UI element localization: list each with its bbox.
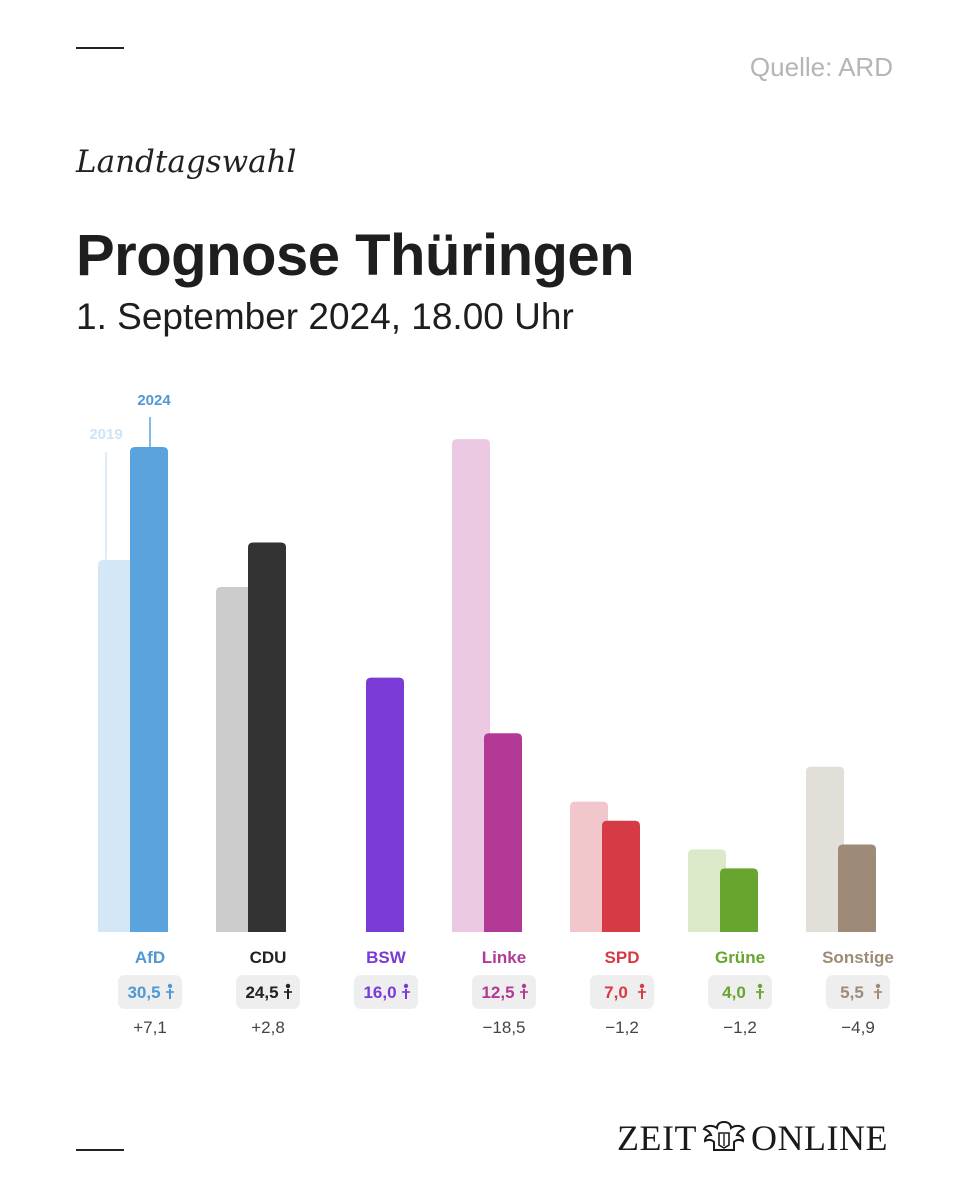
category-label: Linke <box>482 948 526 967</box>
page-title: Prognose Thüringen <box>76 223 635 288</box>
value-pill <box>472 975 536 1009</box>
source-label: Quelle: ARD <box>749 52 893 82</box>
person-icon-head <box>639 983 645 989</box>
value-label: 24,5 <box>245 983 278 1002</box>
category-label: CDU <box>250 948 287 967</box>
zeit-online-logo: ZEIT ONLINE <box>617 1117 897 1158</box>
bar-2019-grüne <box>688 849 726 932</box>
bar-2024-bsw <box>366 677 404 932</box>
bar-2024-grüne <box>720 868 758 932</box>
kicker: Landtagswahl <box>76 144 297 180</box>
category-label: BSW <box>366 948 407 967</box>
category-label: SPD <box>605 948 640 967</box>
legend-2019-label: 2019 <box>89 426 122 443</box>
category-label: AfD <box>135 948 165 967</box>
value-pill <box>708 975 772 1009</box>
top-rule <box>76 47 124 49</box>
change-label: −1,2 <box>605 1018 639 1037</box>
bar-2024-linke <box>484 733 522 932</box>
person-icon-head <box>875 983 881 989</box>
value-label: 4,0 <box>722 983 746 1002</box>
bar-2019-spd <box>570 801 608 932</box>
category-label: Sonstige <box>822 948 894 967</box>
page-subtitle: 1. September 2024, 18.00 Uhr <box>76 296 574 337</box>
bar-2024-cdu <box>248 542 286 932</box>
value-label: 16,0 <box>363 983 396 1002</box>
change-label: −4,9 <box>841 1018 875 1037</box>
change-label: −1,2 <box>723 1018 757 1037</box>
value-label: 30,5 <box>127 983 160 1002</box>
logo-text-right: ONLINE <box>751 1118 888 1158</box>
value-pill <box>590 975 654 1009</box>
value-pill <box>236 975 300 1009</box>
bar-2024-afd <box>130 447 168 932</box>
bar-chart: AfD 30,5 +7,1 2019 2024 CDU 24,5 +2,8 BSW 16,0 Lin… <box>89 392 894 1037</box>
value-pill <box>354 975 418 1009</box>
bottom-rule <box>76 1149 124 1151</box>
bar-2019-afd <box>98 559 136 932</box>
value-label: 12,5 <box>481 983 514 1002</box>
value-label: 5,5 <box>840 983 864 1002</box>
person-icon-head <box>403 983 409 989</box>
person-icon-head <box>757 983 763 989</box>
person-icon-head <box>521 983 527 989</box>
bar-2024-sonstige <box>838 844 876 932</box>
value-pill <box>826 975 890 1009</box>
bar-2019-cdu <box>216 586 254 932</box>
bar-2024-spd <box>602 820 640 932</box>
value-pill <box>118 975 182 1009</box>
legend-2024-label: 2024 <box>137 392 171 409</box>
bar-2019-linke <box>452 439 490 932</box>
change-label: +2,8 <box>251 1018 285 1037</box>
logo-text-left: ZEIT <box>617 1118 697 1158</box>
person-icon-head <box>167 983 173 989</box>
category-label: Grüne <box>715 948 765 967</box>
value-label: 7,0 <box>604 983 628 1002</box>
bar-2019-sonstige <box>806 766 844 932</box>
change-label: −18,5 <box>482 1018 525 1037</box>
eagle-crest-icon <box>702 1120 746 1151</box>
change-label: +7,1 <box>133 1018 167 1037</box>
person-icon-head <box>285 983 291 989</box>
